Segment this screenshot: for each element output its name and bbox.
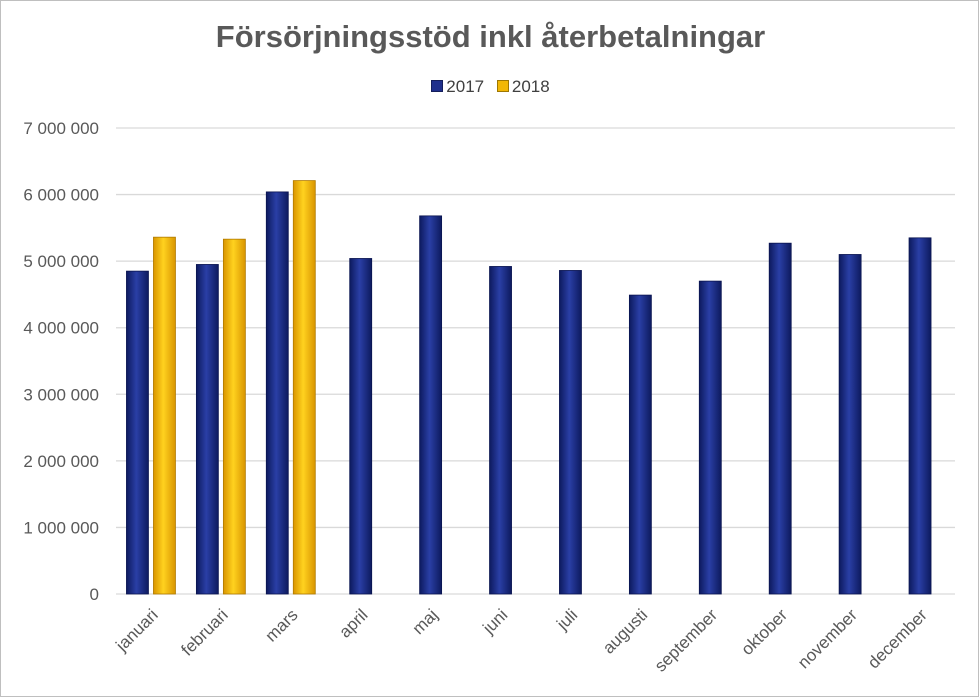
legend-swatch-2018 bbox=[496, 80, 509, 92]
x-tick-label: juli bbox=[552, 605, 581, 634]
bar-2017-mars bbox=[265, 191, 289, 595]
bar-2018-mars bbox=[292, 180, 316, 595]
bar-2017-februari bbox=[195, 264, 219, 595]
y-tick-label: 3 000 000 bbox=[23, 385, 99, 404]
x-tick-label: maj bbox=[409, 605, 442, 638]
bar-2017-juni bbox=[489, 266, 512, 595]
bar-2017-augusti bbox=[628, 294, 652, 595]
x-tick-label: april bbox=[335, 605, 371, 641]
legend-swatch-2017 bbox=[431, 80, 444, 92]
bar-2018-februari bbox=[222, 238, 246, 595]
x-tick-label: mars bbox=[261, 605, 301, 645]
legend-label-2017: 2017 bbox=[446, 77, 485, 96]
y-tick-label: 7 000 000 bbox=[23, 119, 99, 138]
x-tick-label: februari bbox=[178, 605, 232, 659]
bar-2017-januari bbox=[126, 270, 149, 595]
x-tick-label: december bbox=[864, 605, 931, 672]
y-tick-label: 0 bbox=[90, 585, 99, 604]
bar-2017-april bbox=[349, 258, 373, 595]
bar-2017-december bbox=[908, 237, 932, 595]
bar-2018-januari bbox=[153, 236, 176, 595]
y-tick-label: 5 000 000 bbox=[23, 252, 99, 271]
y-tick-label: 2 000 000 bbox=[23, 452, 99, 471]
x-tick-label: oktober bbox=[738, 605, 792, 659]
x-tick-label: juni bbox=[479, 605, 512, 638]
x-tick-label: januari bbox=[112, 605, 162, 655]
y-tick-label: 6 000 000 bbox=[23, 186, 99, 205]
legend-item-2018: 2018 bbox=[496, 77, 550, 97]
bar-2017-oktober bbox=[768, 242, 792, 595]
bar-2017-september bbox=[698, 280, 722, 595]
bar-2017-juli bbox=[559, 270, 582, 595]
bar-2017-november bbox=[838, 254, 862, 595]
x-tick-label: november bbox=[794, 605, 861, 672]
y-tick-label: 1 000 000 bbox=[23, 518, 99, 537]
y-tick-label: 4 000 000 bbox=[23, 319, 99, 338]
legend-label-2018: 2018 bbox=[511, 77, 550, 96]
legend-item-2017: 2017 bbox=[431, 77, 484, 97]
legend: 2017 2018 bbox=[1, 77, 979, 97]
x-tick-label: augusti bbox=[599, 605, 651, 657]
bar-2017-maj bbox=[419, 215, 443, 595]
x-tick-label: september bbox=[651, 605, 721, 675]
chart-title: Försörjningsstöd inkl återbetalningar bbox=[215, 19, 766, 54]
